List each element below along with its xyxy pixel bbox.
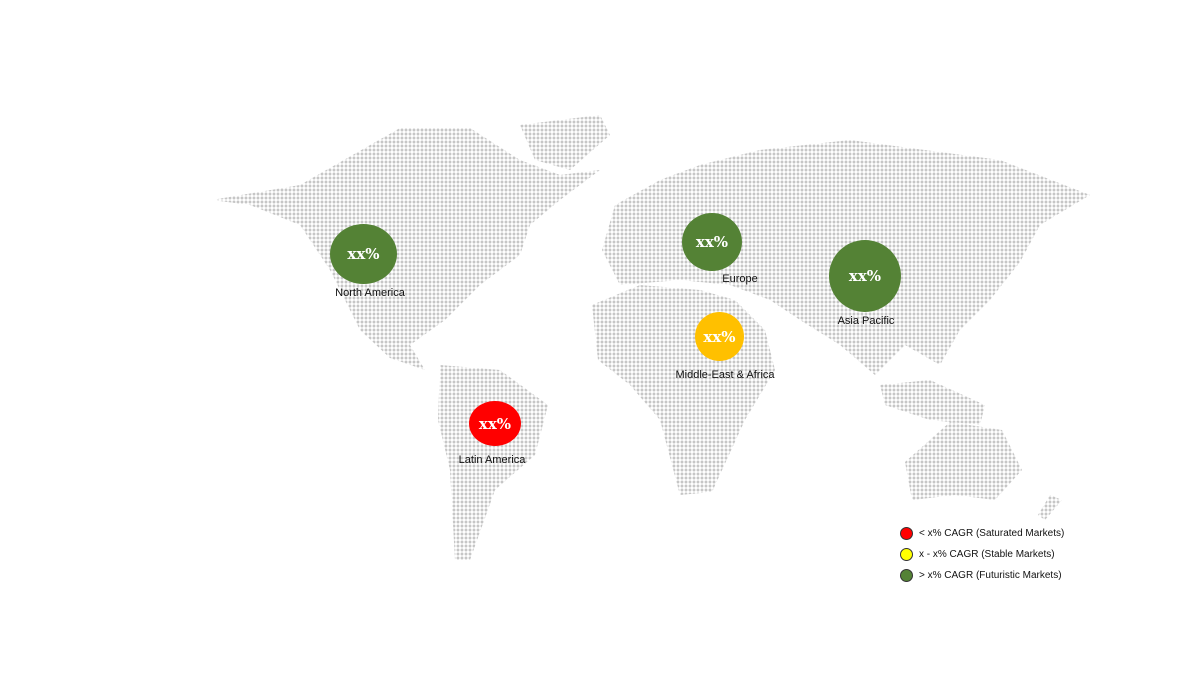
new-zealand-land <box>1038 495 1062 520</box>
middle-east-africa-label: Middle-East & Africa <box>675 369 775 381</box>
southeast-asia-islands <box>880 380 985 425</box>
australia-land <box>905 422 1022 500</box>
legend-item-saturated: < x% CAGR (Saturated Markets) <box>900 523 1064 544</box>
greenland-land <box>520 115 610 170</box>
asia-pacific-label: Asia Pacific <box>837 315 895 327</box>
legend-label: > x% CAGR (Futuristic Markets) <box>919 570 1062 581</box>
green-dot-icon <box>900 569 913 582</box>
legend-label: < x% CAGR (Saturated Markets) <box>919 528 1065 539</box>
region-value: xx% <box>848 267 882 285</box>
legend-item-stable: x - x% CAGR (Stable Markets) <box>900 544 1064 565</box>
legend: < x% CAGR (Saturated Markets) x - x% CAG… <box>900 523 1064 586</box>
region-value: xx% <box>695 233 729 251</box>
europe-bubble: xx% <box>682 213 742 271</box>
africa-land <box>592 285 775 495</box>
south-america-land <box>438 365 548 560</box>
north-america-land <box>212 128 600 370</box>
region-value: xx% <box>703 327 736 346</box>
red-dot-icon <box>900 527 913 540</box>
latin-america-bubble: xx% <box>469 401 521 446</box>
region-value: xx% <box>347 245 380 263</box>
north-america-label: North America <box>335 287 405 299</box>
europe-label: Europe <box>722 273 758 285</box>
legend-label: x - x% CAGR (Stable Markets) <box>919 549 1055 560</box>
region-value: xx% <box>478 414 512 433</box>
middle-east-africa-bubble: xx% <box>695 312 744 361</box>
asia-pacific-bubble: xx% <box>829 240 901 312</box>
latin-america-label: Latin America <box>458 454 526 466</box>
legend-item-futuristic: > x% CAGR (Futuristic Markets) <box>900 565 1064 586</box>
north-america-bubble: xx% <box>330 224 397 284</box>
yellow-dot-icon <box>900 548 913 561</box>
